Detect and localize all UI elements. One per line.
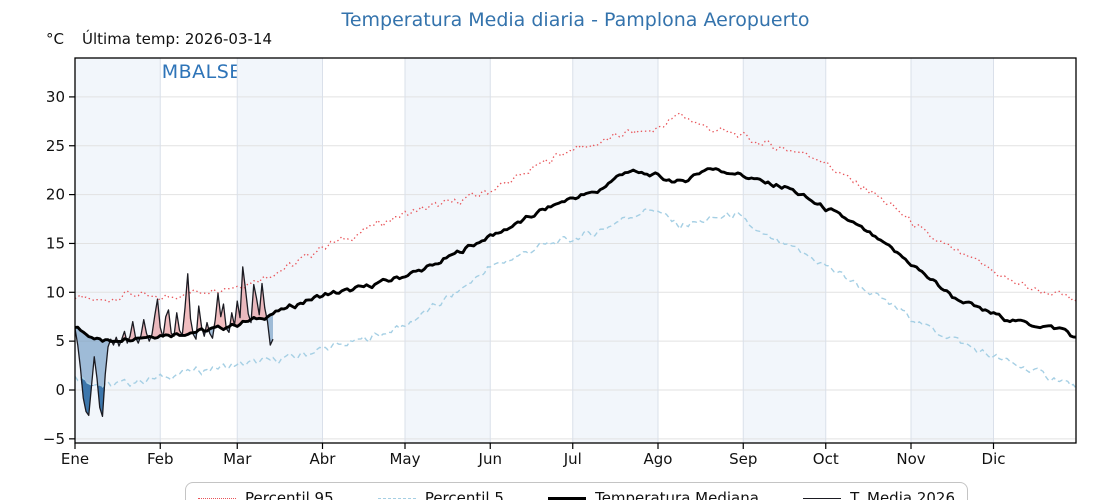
chart-title: Temperatura Media diaria - Pamplona Aero…	[341, 9, 810, 31]
y-tick-label: 5	[55, 332, 65, 350]
x-tick-label: Ago	[644, 450, 673, 468]
median-line-sample	[548, 496, 587, 500]
p95-line-sample	[198, 497, 236, 499]
p5-line-sample	[377, 497, 416, 499]
x-tick-label: Feb	[147, 450, 174, 468]
legend-item-percentil95: Percentil 95	[198, 489, 334, 500]
series-lines	[75, 112, 1076, 418]
y-tick-label: −5	[43, 430, 65, 448]
p5-line	[75, 207, 1076, 389]
median-line	[75, 167, 1076, 343]
x-tick-label: May	[389, 450, 420, 468]
y-tick-label: 25	[46, 137, 65, 155]
x-tick-label: Sep	[729, 450, 757, 468]
last-temp-annotation: Última temp: 2026-03-14	[82, 30, 273, 48]
legend-label-percentil95: Percentil 95	[245, 489, 334, 500]
x-tick-label: Jun	[478, 450, 502, 468]
x-tick-label: Oct	[813, 450, 839, 468]
t2026-line-sample	[803, 497, 842, 499]
x-tick-label: Nov	[896, 450, 925, 468]
anomaly-fills	[75, 266, 273, 417]
x-tick-label: Dic	[982, 450, 1006, 468]
legend-item-mediana: Temperatura Mediana	[548, 489, 759, 500]
x-tick-label: Ene	[61, 450, 89, 468]
y-tick-label: 20	[46, 186, 65, 204]
chart-legend: Percentil 95 Percentil 5 Temperatura Med…	[185, 482, 968, 500]
gridlines	[75, 58, 1076, 443]
y-axis-unit-label: °C	[46, 30, 64, 48]
legend-label-percentil5: Percentil 5	[424, 489, 504, 500]
y-tick-label: 10	[46, 283, 65, 301]
y-tick-label: 15	[46, 234, 65, 252]
legend-label-mediana: Temperatura Mediana	[595, 489, 759, 500]
legend-item-t-media-2026: T. Media 2026	[803, 489, 955, 500]
y-tick-label: 30	[46, 88, 65, 106]
axes-and-ticks: −5 0 5 10 15 20 25 30 Ene Feb Mar Abr May Jun Jul Ago Se…	[43, 57, 1077, 468]
legend-item-percentil5: Percentil 5	[377, 489, 504, 500]
y-tick-label: 0	[55, 381, 65, 399]
x-tick-label: Abr	[310, 450, 337, 468]
legend-label-t-media-2026: T. Media 2026	[850, 489, 955, 500]
x-tick-label: Mar	[223, 450, 252, 468]
x-tick-label: Jul	[563, 450, 582, 468]
month-bands	[75, 58, 994, 443]
